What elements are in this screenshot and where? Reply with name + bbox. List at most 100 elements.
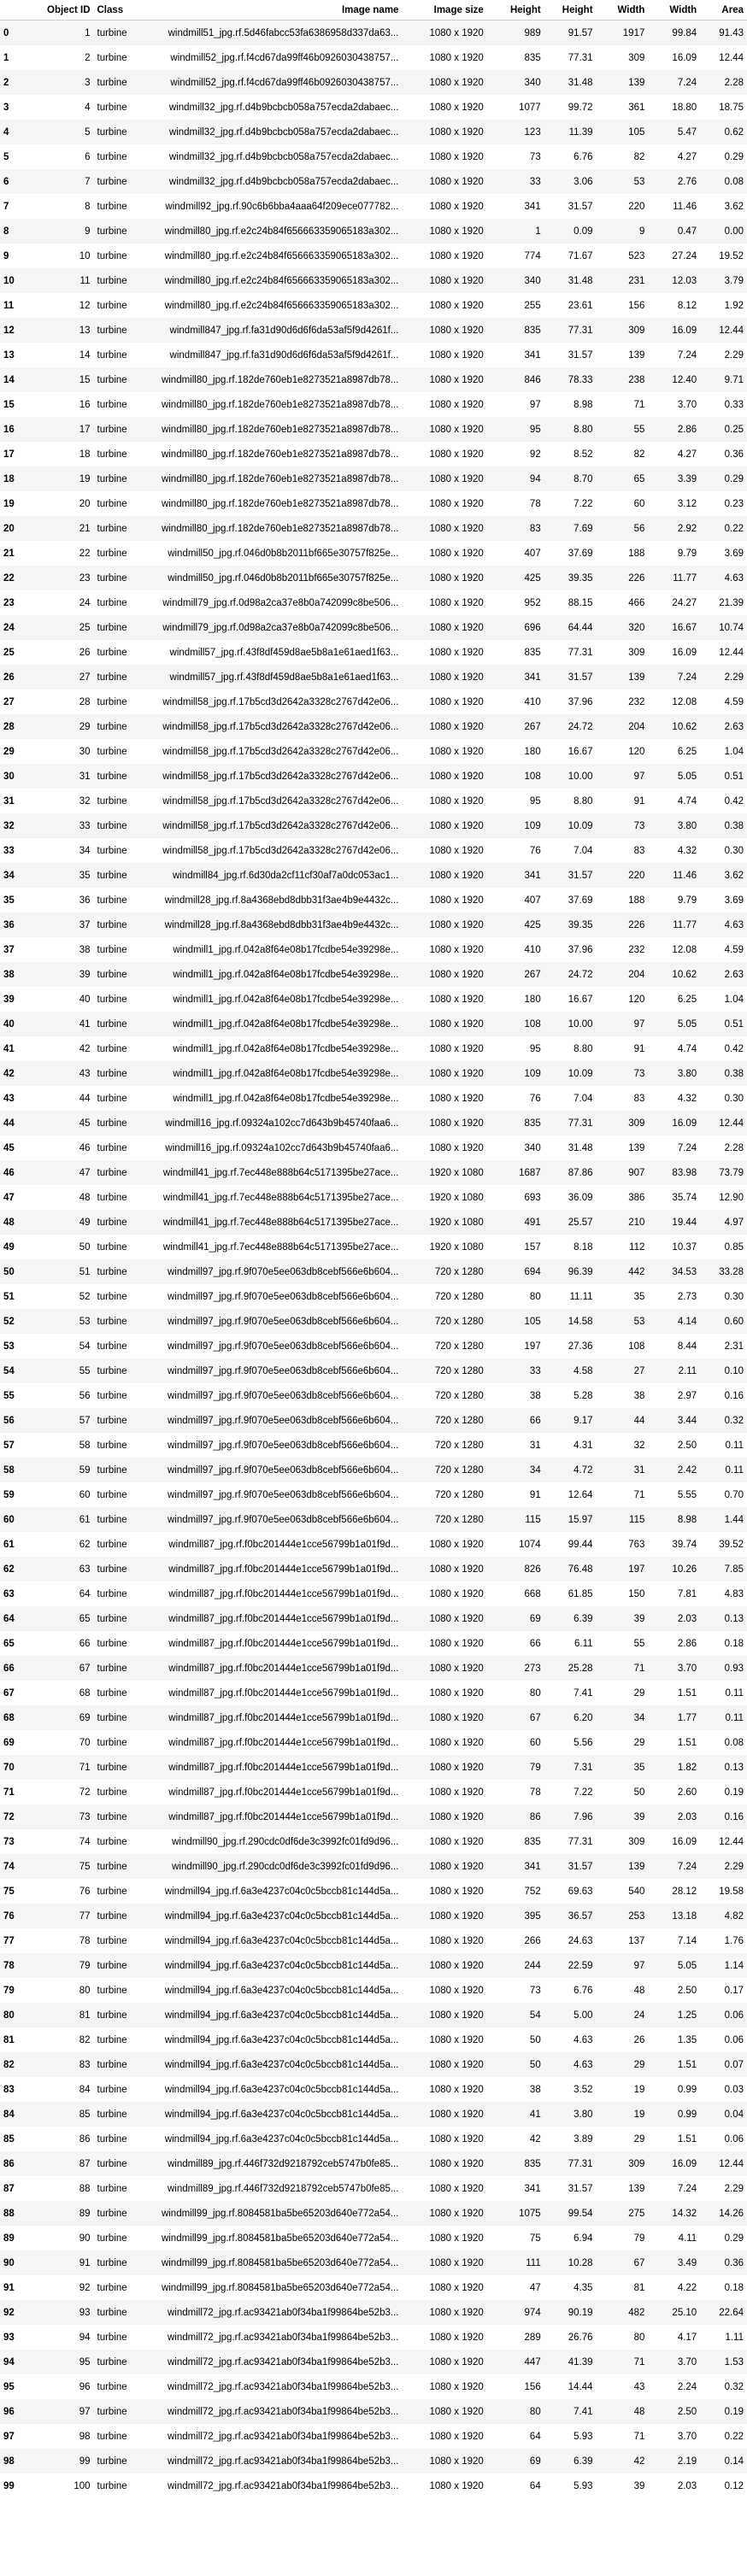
table-row: 9 10 turbine windmill80_jpg.rf.e2c24b84f656… bbox=[0, 244, 747, 268]
cell-height: 83 bbox=[529, 523, 541, 534]
cell-area: 0.62 bbox=[724, 126, 744, 138]
cell-width: 97 bbox=[633, 1960, 645, 1971]
cell-width-pct: 0.99 bbox=[677, 2109, 697, 2120]
cell-height: 80 bbox=[529, 1687, 541, 1699]
cell-class: turbine bbox=[97, 1415, 127, 1426]
cell-image-name: windmill32_jpg.rf.d4b9bcbcb058a757ecda2d… bbox=[168, 176, 399, 187]
table-row: 12 13 turbine windmill847_jpg.rf.fa31d90d6d… bbox=[0, 318, 747, 343]
row-index: 30 bbox=[3, 771, 15, 782]
row-index: 31 bbox=[3, 795, 15, 807]
cell-image-size: 1080 x 1920 bbox=[429, 572, 484, 584]
cell-height: 952 bbox=[524, 597, 541, 608]
cell-image-name: windmill847_jpg.rf.fa31d90d6d6f6da53af5f… bbox=[169, 325, 399, 336]
cell-width-pct: 7.24 bbox=[677, 2183, 697, 2194]
row-index: 33 bbox=[3, 845, 15, 856]
cell-class: turbine bbox=[97, 1638, 127, 1649]
cell-height: 33 bbox=[529, 1365, 541, 1376]
row-index: 99 bbox=[3, 2480, 15, 2491]
cell-height: 38 bbox=[529, 2084, 541, 2095]
cell-area: 0.06 bbox=[724, 2034, 744, 2045]
cell-image-name: windmill90_jpg.rf.290cdc0df6de3c3992fc01… bbox=[172, 1861, 399, 1872]
cell-area: 0.85 bbox=[724, 1241, 744, 1253]
cell-width-pct: 6.25 bbox=[677, 746, 697, 757]
cell-area: 0.13 bbox=[724, 1613, 744, 1624]
cell-object-id: 40 bbox=[79, 994, 91, 1005]
row-index: 47 bbox=[3, 1192, 15, 1203]
cell-width-pct: 4.22 bbox=[677, 2282, 697, 2293]
cell-height-pct: 31.57 bbox=[568, 2183, 593, 2194]
cell-area: 0.16 bbox=[724, 1390, 744, 1401]
cell-width: 253 bbox=[628, 1910, 645, 1922]
cell-width-pct: 2.97 bbox=[677, 1390, 697, 1401]
cell-image-name: windmill847_jpg.rf.fa31d90d6d6f6da53af5f… bbox=[169, 349, 399, 361]
cell-width-pct: 5.55 bbox=[677, 1489, 697, 1500]
table-row: 25 26 turbine windmill57_jpg.rf.43f8df459d8… bbox=[0, 640, 747, 665]
cell-class: turbine bbox=[97, 2034, 127, 2045]
cell-image-size: 1080 x 1920 bbox=[429, 1836, 484, 1847]
cell-image-name: windmill80_jpg.rf.182de760eb1e8273521a89… bbox=[161, 424, 399, 435]
cell-class: turbine bbox=[97, 52, 127, 63]
cell-object-id: 34 bbox=[79, 845, 91, 856]
cell-area: 0.29 bbox=[724, 151, 744, 162]
cell-width-pct: 2.42 bbox=[677, 1464, 697, 1476]
cell-height-pct: 4.58 bbox=[573, 1365, 593, 1376]
row-index: 78 bbox=[3, 1960, 15, 1971]
table-row: 3 4 turbine windmill32_jpg.rf.d4b9bcbcb058a… bbox=[0, 95, 747, 120]
cell-height-pct: 99.54 bbox=[568, 2208, 593, 2219]
cell-height: 696 bbox=[524, 622, 541, 633]
cell-width: 466 bbox=[628, 597, 645, 608]
cell-image-name: windmill51_jpg.rf.5d46fabcc53fa6386958d3… bbox=[168, 27, 399, 38]
cell-class: turbine bbox=[97, 597, 127, 608]
cell-height-pct: 7.22 bbox=[573, 1787, 593, 1798]
cell-width: 231 bbox=[628, 275, 645, 286]
cell-image-name: windmill80_jpg.rf.e2c24b84f6566633590651… bbox=[164, 275, 399, 286]
cell-height-pct: 61.85 bbox=[568, 1588, 593, 1599]
cell-image-name: windmill87_jpg.rf.f0bc201444e1cce56799b1… bbox=[168, 1663, 399, 1674]
cell-image-size: 1080 x 1920 bbox=[429, 1588, 484, 1599]
cell-object-id: 5 bbox=[85, 126, 91, 138]
cell-height: 111 bbox=[526, 2257, 541, 2268]
cell-area: 0.32 bbox=[724, 2381, 744, 2392]
cell-area: 0.32 bbox=[724, 1415, 744, 1426]
table-row: 56 57 turbine windmill97_jpg.rf.9f070e5ee06… bbox=[0, 1408, 747, 1433]
cell-height-pct: 37.69 bbox=[568, 895, 593, 906]
cell-height-pct: 31.57 bbox=[568, 870, 593, 881]
cell-height: 835 bbox=[524, 647, 541, 658]
cell-area: 2.29 bbox=[724, 349, 744, 361]
cell-height-pct: 31.57 bbox=[568, 201, 593, 212]
cell-width-pct: 2.03 bbox=[677, 1811, 697, 1822]
row-index: 97 bbox=[3, 2431, 15, 2442]
cell-height: 835 bbox=[524, 325, 541, 336]
table-row: 80 81 turbine windmill94_jpg.rf.6a3e4237c04… bbox=[0, 2003, 747, 2027]
cell-width-pct: 5.05 bbox=[677, 1018, 697, 1030]
cell-area: 0.42 bbox=[724, 795, 744, 807]
table-row: 39 40 turbine windmill1_jpg.rf.042a8f64e08b… bbox=[0, 987, 747, 1012]
table-row: 17 18 turbine windmill80_jpg.rf.182de760eb1… bbox=[0, 442, 747, 466]
cell-image-size: 720 x 1280 bbox=[434, 1266, 484, 1277]
cell-class: turbine bbox=[97, 300, 127, 311]
cell-width: 226 bbox=[628, 572, 645, 584]
row-index: 76 bbox=[3, 1910, 15, 1922]
cell-class: turbine bbox=[97, 1514, 127, 1525]
cell-image-name: windmill94_jpg.rf.6a3e4237c04c0c5bccb81c… bbox=[164, 1960, 399, 1971]
cell-height: 95 bbox=[529, 795, 541, 807]
cell-width: 97 bbox=[633, 771, 645, 782]
cell-area: 0.60 bbox=[724, 1316, 744, 1327]
cell-height-pct: 22.59 bbox=[568, 1960, 593, 1971]
cell-class: turbine bbox=[97, 1910, 127, 1922]
cell-class: turbine bbox=[97, 1861, 127, 1872]
cell-height: 989 bbox=[524, 27, 541, 38]
cell-image-name: windmill94_jpg.rf.6a3e4237c04c0c5bccb81c… bbox=[164, 2034, 399, 2045]
cell-image-name: windmill94_jpg.rf.6a3e4237c04c0c5bccb81c… bbox=[164, 2133, 399, 2145]
row-index: 27 bbox=[3, 696, 15, 707]
cell-width-pct: 4.74 bbox=[677, 1043, 697, 1054]
cell-image-size: 1080 x 1920 bbox=[429, 2084, 484, 2095]
cell-image-name: windmill80_jpg.rf.182de760eb1e8273521a89… bbox=[161, 374, 399, 385]
cell-height: 340 bbox=[524, 1142, 541, 1153]
cell-height-pct: 6.39 bbox=[573, 2456, 593, 2467]
cell-width: 112 bbox=[629, 1241, 645, 1253]
row-index: 55 bbox=[3, 1390, 15, 1401]
cell-width: 320 bbox=[628, 622, 645, 633]
cell-width-pct: 2.60 bbox=[677, 1787, 697, 1798]
cell-width: 197 bbox=[628, 1564, 645, 1575]
